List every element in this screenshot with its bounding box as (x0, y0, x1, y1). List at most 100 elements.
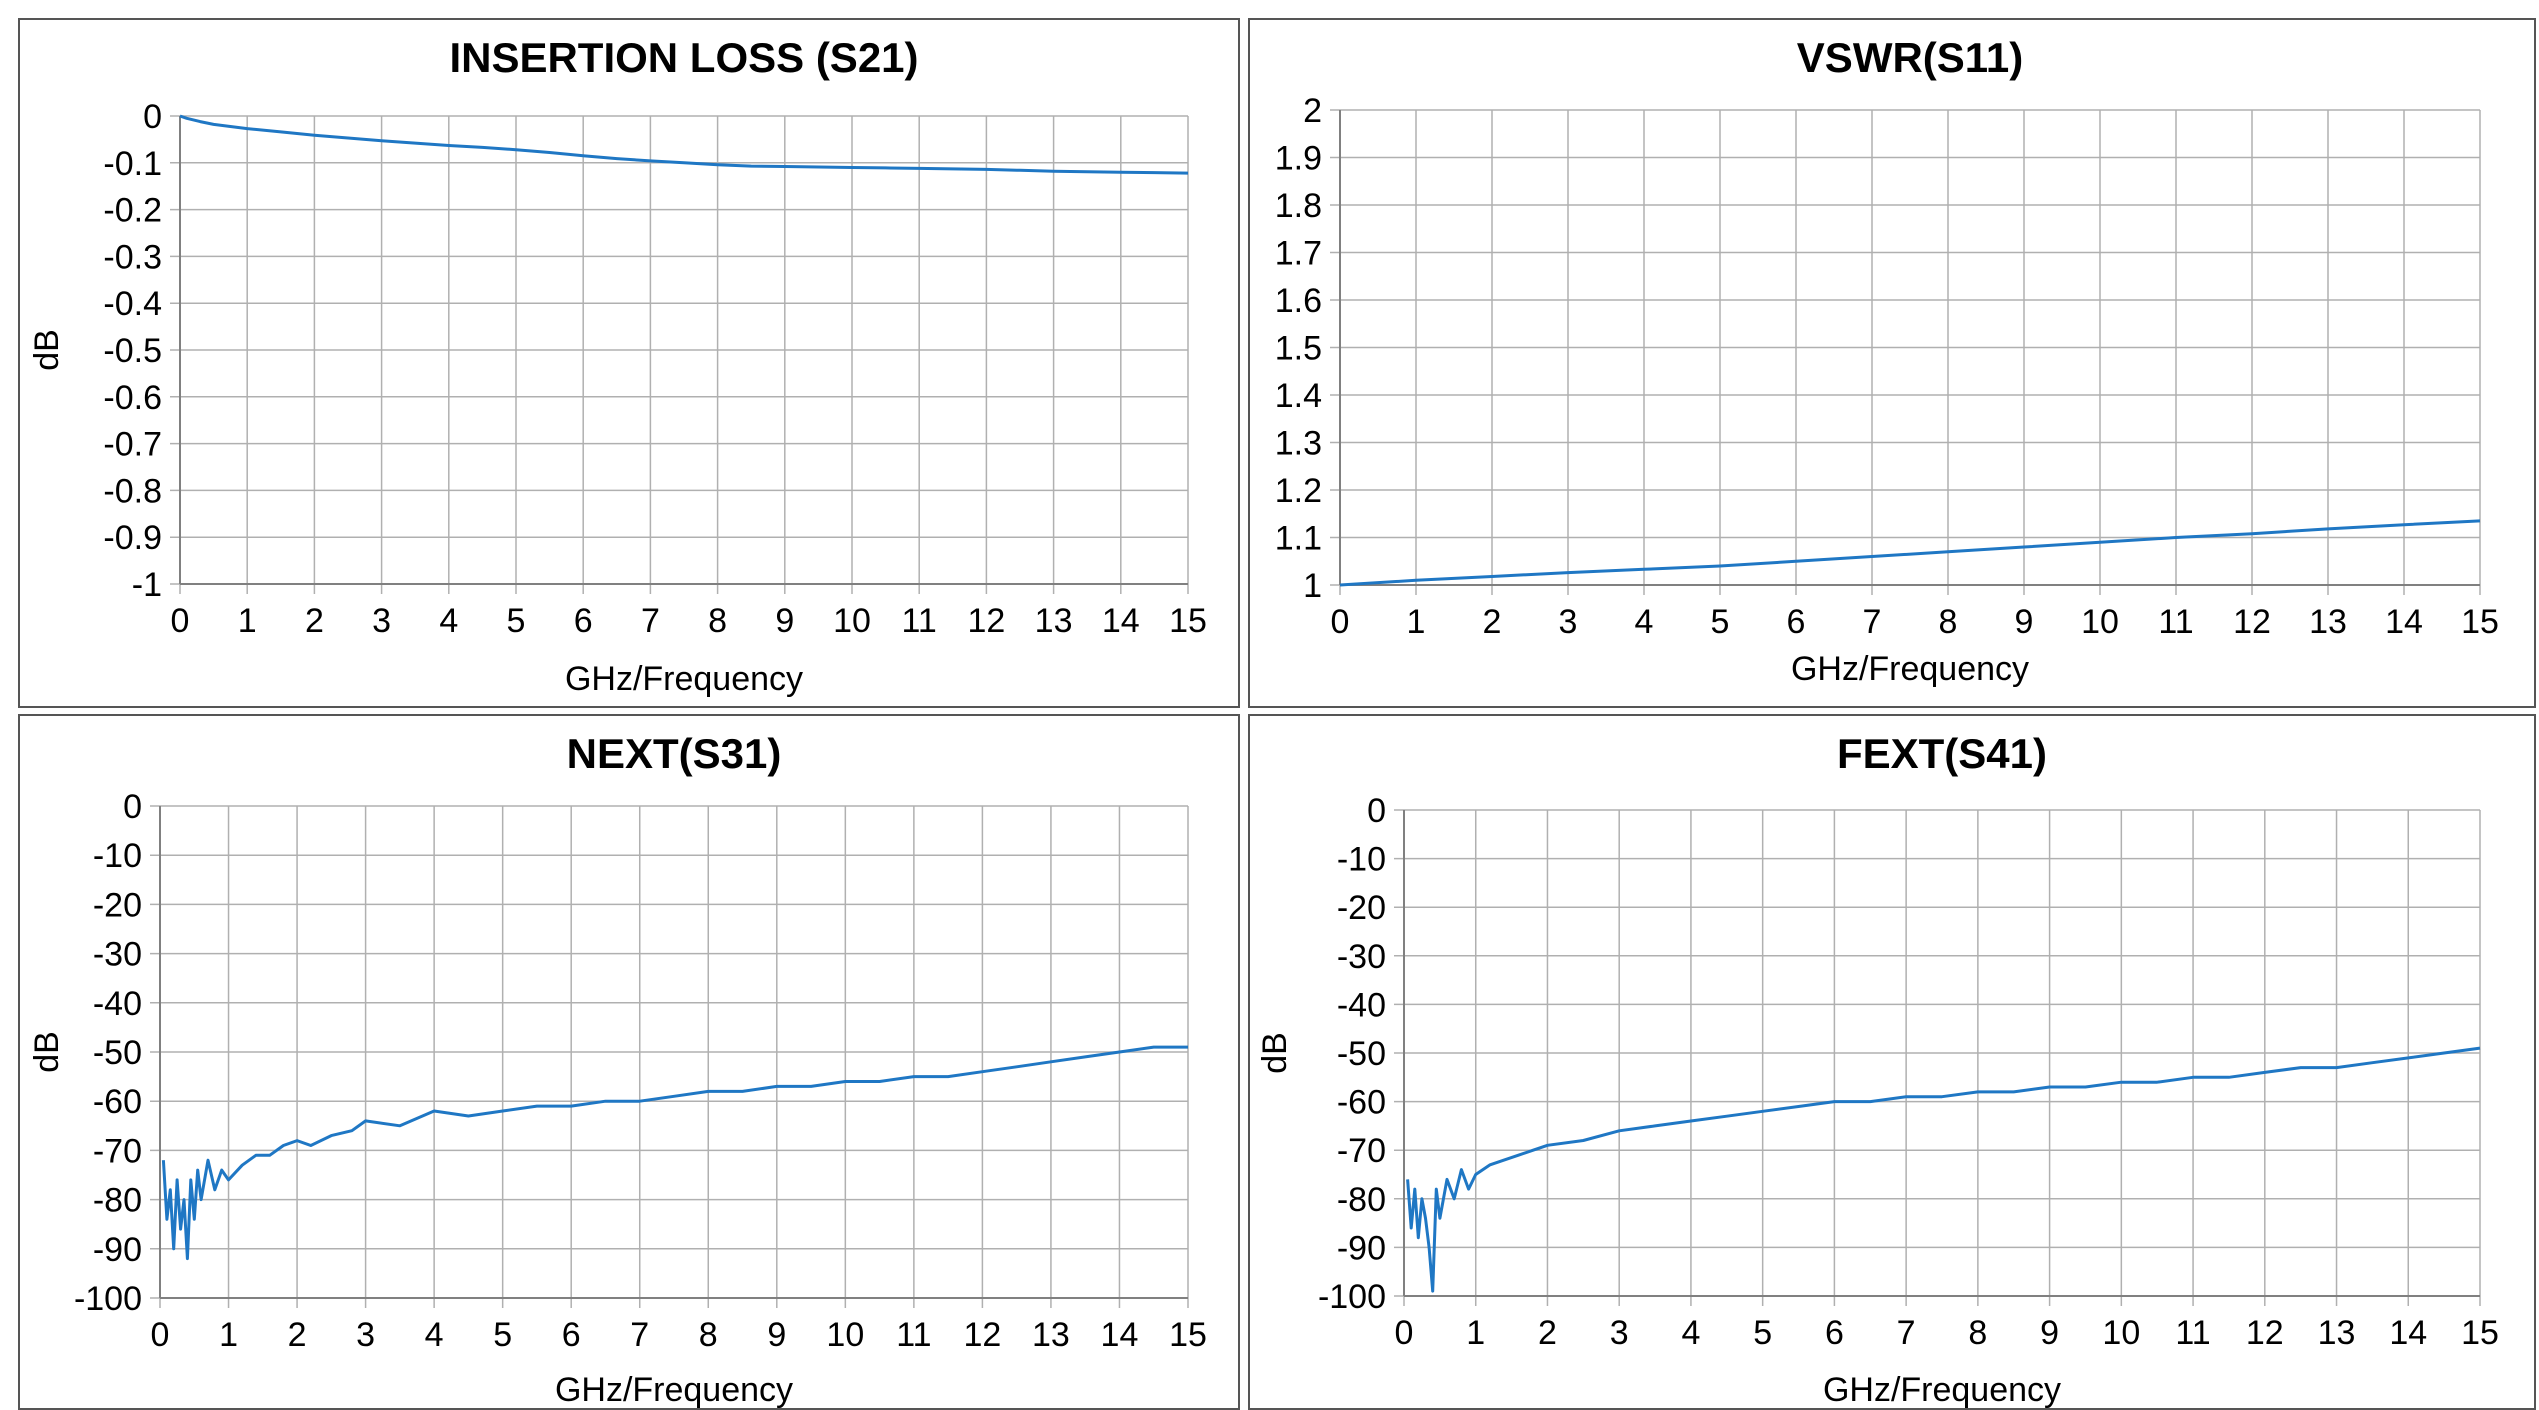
chart-title: VSWR(S11) (1797, 34, 2023, 81)
y-tick-label: -0.8 (103, 472, 162, 510)
y-tick-label: -0.2 (103, 192, 162, 230)
y-tick-label: -0.4 (103, 285, 162, 323)
y-tick-label: -0.9 (103, 519, 162, 557)
y-tick-label: 1 (1303, 567, 1322, 605)
y-tick-label: -0.6 (103, 379, 162, 417)
x-tick-label: 0 (1395, 1314, 1414, 1352)
x-tick-label: 4 (1681, 1314, 1700, 1352)
x-tick-label: 12 (2246, 1314, 2284, 1352)
x-tick-label: 8 (699, 1316, 718, 1354)
x-tick-label: 5 (1753, 1314, 1772, 1352)
x-tick-label: 2 (305, 602, 324, 640)
x-tick-label: 3 (1610, 1314, 1629, 1352)
series-line (161, 1045, 1188, 1261)
x-tick-label: 6 (1825, 1314, 1844, 1352)
y-axis-label: dB (1256, 1032, 1294, 1074)
x-tick-label: 2 (1483, 603, 1502, 641)
x-tick-label: 5 (493, 1316, 512, 1354)
grid (1330, 109, 2481, 595)
x-tick-label: 3 (1559, 603, 1578, 641)
x-tick-label: 3 (372, 602, 391, 640)
x-tick-label: 13 (1035, 602, 1073, 640)
x-tick-label: 11 (2175, 1314, 2210, 1352)
x-tick-label: 13 (2309, 603, 2347, 641)
y-tick-label: -100 (1318, 1278, 1386, 1316)
y-tick-label: 1.8 (1275, 187, 1322, 225)
y-tick-label: -60 (93, 1083, 142, 1121)
series-line (1339, 519, 2481, 587)
x-tick-label: 12 (963, 1316, 1001, 1354)
x-axis-label: GHz/Frequency (555, 1371, 793, 1408)
x-axis-label: GHz/Frequency (1791, 650, 2029, 688)
y-tick-label: 0 (143, 98, 162, 136)
x-tick-label: 15 (2461, 603, 2499, 641)
x-tick-label: 12 (2233, 603, 2271, 641)
y-tick-label: 1.2 (1275, 472, 1322, 510)
y-tick-label: 1.4 (1275, 377, 1322, 415)
x-tick-label: 9 (775, 602, 794, 640)
x-tick-label: 4 (1635, 603, 1654, 641)
x-tick-label: 2 (1538, 1314, 1557, 1352)
x-tick-label: 6 (562, 1316, 581, 1354)
x-tick-label: 7 (641, 602, 660, 640)
y-tick-label: -70 (93, 1132, 142, 1170)
x-tick-label: 8 (708, 602, 727, 640)
x-tick-label: 8 (1968, 1314, 1987, 1352)
x-tick-label: 12 (967, 602, 1005, 640)
y-tick-label: -50 (93, 1034, 142, 1072)
x-tick-label: 10 (826, 1316, 864, 1354)
x-tick-label: 14 (2389, 1314, 2427, 1352)
y-tick-label: -20 (1337, 889, 1386, 927)
x-tick-label: 7 (1897, 1314, 1916, 1352)
x-tick-label: 9 (2040, 1314, 2059, 1352)
x-tick-label: 1 (219, 1316, 238, 1354)
x-tick-label: 1 (238, 602, 257, 640)
x-tick-label: 5 (507, 602, 526, 640)
x-axis-label: GHz/Frequency (565, 660, 803, 698)
x-tick-label: 0 (171, 602, 190, 640)
chart-panel-next: NEXT(S31) 0 1 2 3 4 5 6 7 8 9 10 11 12 13 14 15 0 -10 -20 -3… (18, 714, 1240, 1410)
grid (1394, 809, 2481, 1306)
y-tick-label: 0 (123, 788, 142, 826)
y-axis-label: dB (28, 1031, 66, 1073)
series-line (179, 114, 1189, 175)
chart-title: INSERTION LOSS (S21) (449, 34, 918, 81)
y-tick-label: -90 (93, 1231, 142, 1269)
chart-panel-vswr: VSWR(S11) 0 1 2 3 4 5 6 7 8 9 10 11 12 13 14 15 2 1.9 1.8 1.… (1248, 18, 2536, 708)
y-tick-label: -80 (1337, 1181, 1386, 1219)
chart-panel-insertion-loss: INSERTION LOSS (S21) 0 1 2 3 4 5 6 7 8 9 10 11 12 13 14… (18, 18, 1240, 708)
y-tick-label: -40 (93, 985, 142, 1023)
x-tick-label: 6 (574, 602, 593, 640)
y-tick-label: -0.1 (103, 145, 162, 183)
x-tick-label: 10 (2081, 603, 2119, 641)
x-tick-label: 1 (1466, 1314, 1485, 1352)
x-tick-label: 10 (2102, 1314, 2140, 1352)
x-tick-label: 10 (833, 602, 871, 640)
y-tick-label: 1.1 (1275, 520, 1322, 558)
chart-panel-fext: FEXT(S41) 0 1 2 3 4 5 6 7 8 9 10 11 12 13 14 15 0 -10 -20 -3… (1248, 714, 2536, 1410)
y-tick-label: -30 (1337, 938, 1386, 976)
x-tick-label: 11 (2158, 603, 2193, 641)
x-tick-label: 9 (767, 1316, 786, 1354)
x-tick-label: 0 (151, 1316, 170, 1354)
x-tick-label: 15 (1169, 1316, 1207, 1354)
y-tick-label: -0.5 (103, 332, 162, 370)
x-tick-label: 11 (902, 602, 937, 640)
grid (150, 805, 1189, 1308)
x-axis-label: GHz/Frequency (1823, 1371, 2061, 1408)
chart-vswr: VSWR(S11)0 1 2 3 4 5 6 7 8 9 10 11 12 13 14 1521.91.81.… (1275, 34, 2499, 688)
chart-title: FEXT(S41) (1837, 730, 2047, 777)
x-tick-label: 7 (1863, 603, 1882, 641)
chart-insertion-loss: INSERTION LOSS (S21)0 1 2 3 4 5 6 7 8 9 10 11 12 13 14… (28, 34, 1207, 698)
y-tick-label: -90 (1337, 1229, 1386, 1267)
x-tick-label: 11 (896, 1316, 931, 1354)
y-tick-label: -50 (1337, 1035, 1386, 1073)
x-tick-label: 14 (1101, 1316, 1139, 1354)
x-tick-label: 6 (1787, 603, 1806, 641)
y-tick-label: -60 (1337, 1084, 1386, 1122)
chart-next: NEXT(S31)0 1 2 3 4 5 6 7 8 9 10 11 12 13 14 150-10-20-3… (28, 730, 1207, 1408)
x-tick-label: 3 (356, 1316, 375, 1354)
y-tick-label: 1.9 (1275, 140, 1322, 178)
x-tick-label: 15 (2461, 1314, 2499, 1352)
x-tick-label: 8 (1939, 603, 1958, 641)
